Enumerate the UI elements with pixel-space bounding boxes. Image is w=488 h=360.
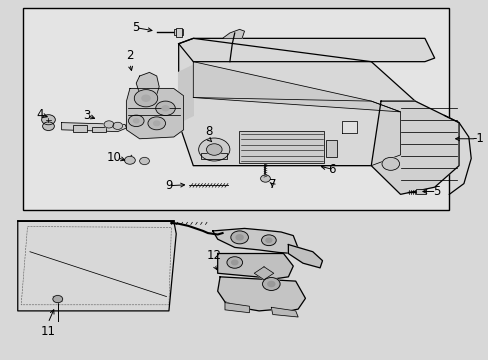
Polygon shape [136, 72, 159, 101]
Text: 5: 5 [132, 21, 140, 34]
Bar [22, 8, 448, 211]
Text: 9: 9 [164, 179, 172, 192]
Circle shape [128, 115, 144, 127]
Polygon shape [254, 267, 273, 280]
Circle shape [262, 278, 280, 291]
Polygon shape [126, 89, 183, 139]
Polygon shape [271, 307, 298, 317]
Polygon shape [178, 39, 434, 62]
Text: 2: 2 [126, 49, 133, 62]
Text: 12: 12 [206, 249, 222, 262]
Polygon shape [288, 244, 322, 268]
Text: 7: 7 [268, 178, 276, 191]
Text: 3: 3 [83, 109, 91, 122]
Circle shape [156, 101, 175, 116]
Circle shape [113, 122, 122, 130]
Polygon shape [341, 121, 356, 134]
Bar [326, 140, 336, 157]
Polygon shape [61, 123, 126, 132]
Circle shape [236, 235, 243, 240]
Polygon shape [370, 101, 458, 194]
Circle shape [148, 117, 165, 130]
Circle shape [260, 175, 270, 182]
Text: 6: 6 [328, 163, 335, 176]
Circle shape [134, 90, 158, 107]
Circle shape [124, 156, 135, 164]
Text: 4: 4 [36, 108, 43, 121]
Circle shape [162, 106, 168, 111]
Polygon shape [53, 297, 62, 301]
Polygon shape [178, 39, 444, 166]
Polygon shape [217, 253, 293, 279]
Bar [200, 153, 227, 159]
Circle shape [226, 257, 242, 268]
Circle shape [230, 231, 248, 244]
Circle shape [104, 121, 114, 128]
Circle shape [42, 122, 54, 131]
Bar [415, 189, 425, 194]
Circle shape [142, 95, 150, 101]
Text: 11: 11 [41, 325, 55, 338]
Polygon shape [222, 30, 244, 39]
Bar [238, 131, 324, 163]
Bar [174, 29, 183, 35]
Circle shape [206, 144, 222, 155]
Bar [73, 125, 87, 132]
Polygon shape [193, 62, 400, 112]
Circle shape [267, 282, 274, 287]
Text: 5: 5 [432, 185, 439, 198]
Polygon shape [217, 277, 305, 312]
Polygon shape [212, 228, 298, 253]
Text: 8: 8 [205, 125, 213, 138]
Circle shape [198, 138, 229, 161]
Polygon shape [18, 221, 176, 311]
Bar [92, 127, 106, 132]
Circle shape [41, 115, 55, 125]
Text: 10: 10 [106, 151, 122, 164]
Circle shape [153, 121, 160, 126]
Circle shape [133, 119, 139, 123]
Polygon shape [224, 303, 249, 313]
Polygon shape [178, 65, 193, 123]
Circle shape [265, 238, 271, 242]
Text: -1: -1 [472, 132, 484, 145]
Circle shape [140, 157, 149, 165]
Circle shape [53, 296, 62, 303]
Circle shape [231, 260, 237, 265]
Bar [176, 28, 182, 37]
Circle shape [381, 157, 399, 170]
Circle shape [261, 235, 276, 246]
